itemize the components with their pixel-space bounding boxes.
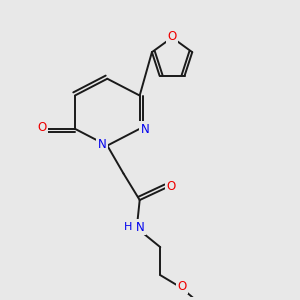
Text: H: H bbox=[124, 222, 133, 232]
Text: N: N bbox=[141, 123, 149, 136]
Text: O: O bbox=[167, 180, 176, 193]
Text: O: O bbox=[167, 30, 177, 43]
Text: O: O bbox=[37, 121, 46, 134]
Text: N: N bbox=[136, 220, 145, 234]
Text: O: O bbox=[178, 280, 187, 293]
Text: N: N bbox=[98, 138, 106, 151]
